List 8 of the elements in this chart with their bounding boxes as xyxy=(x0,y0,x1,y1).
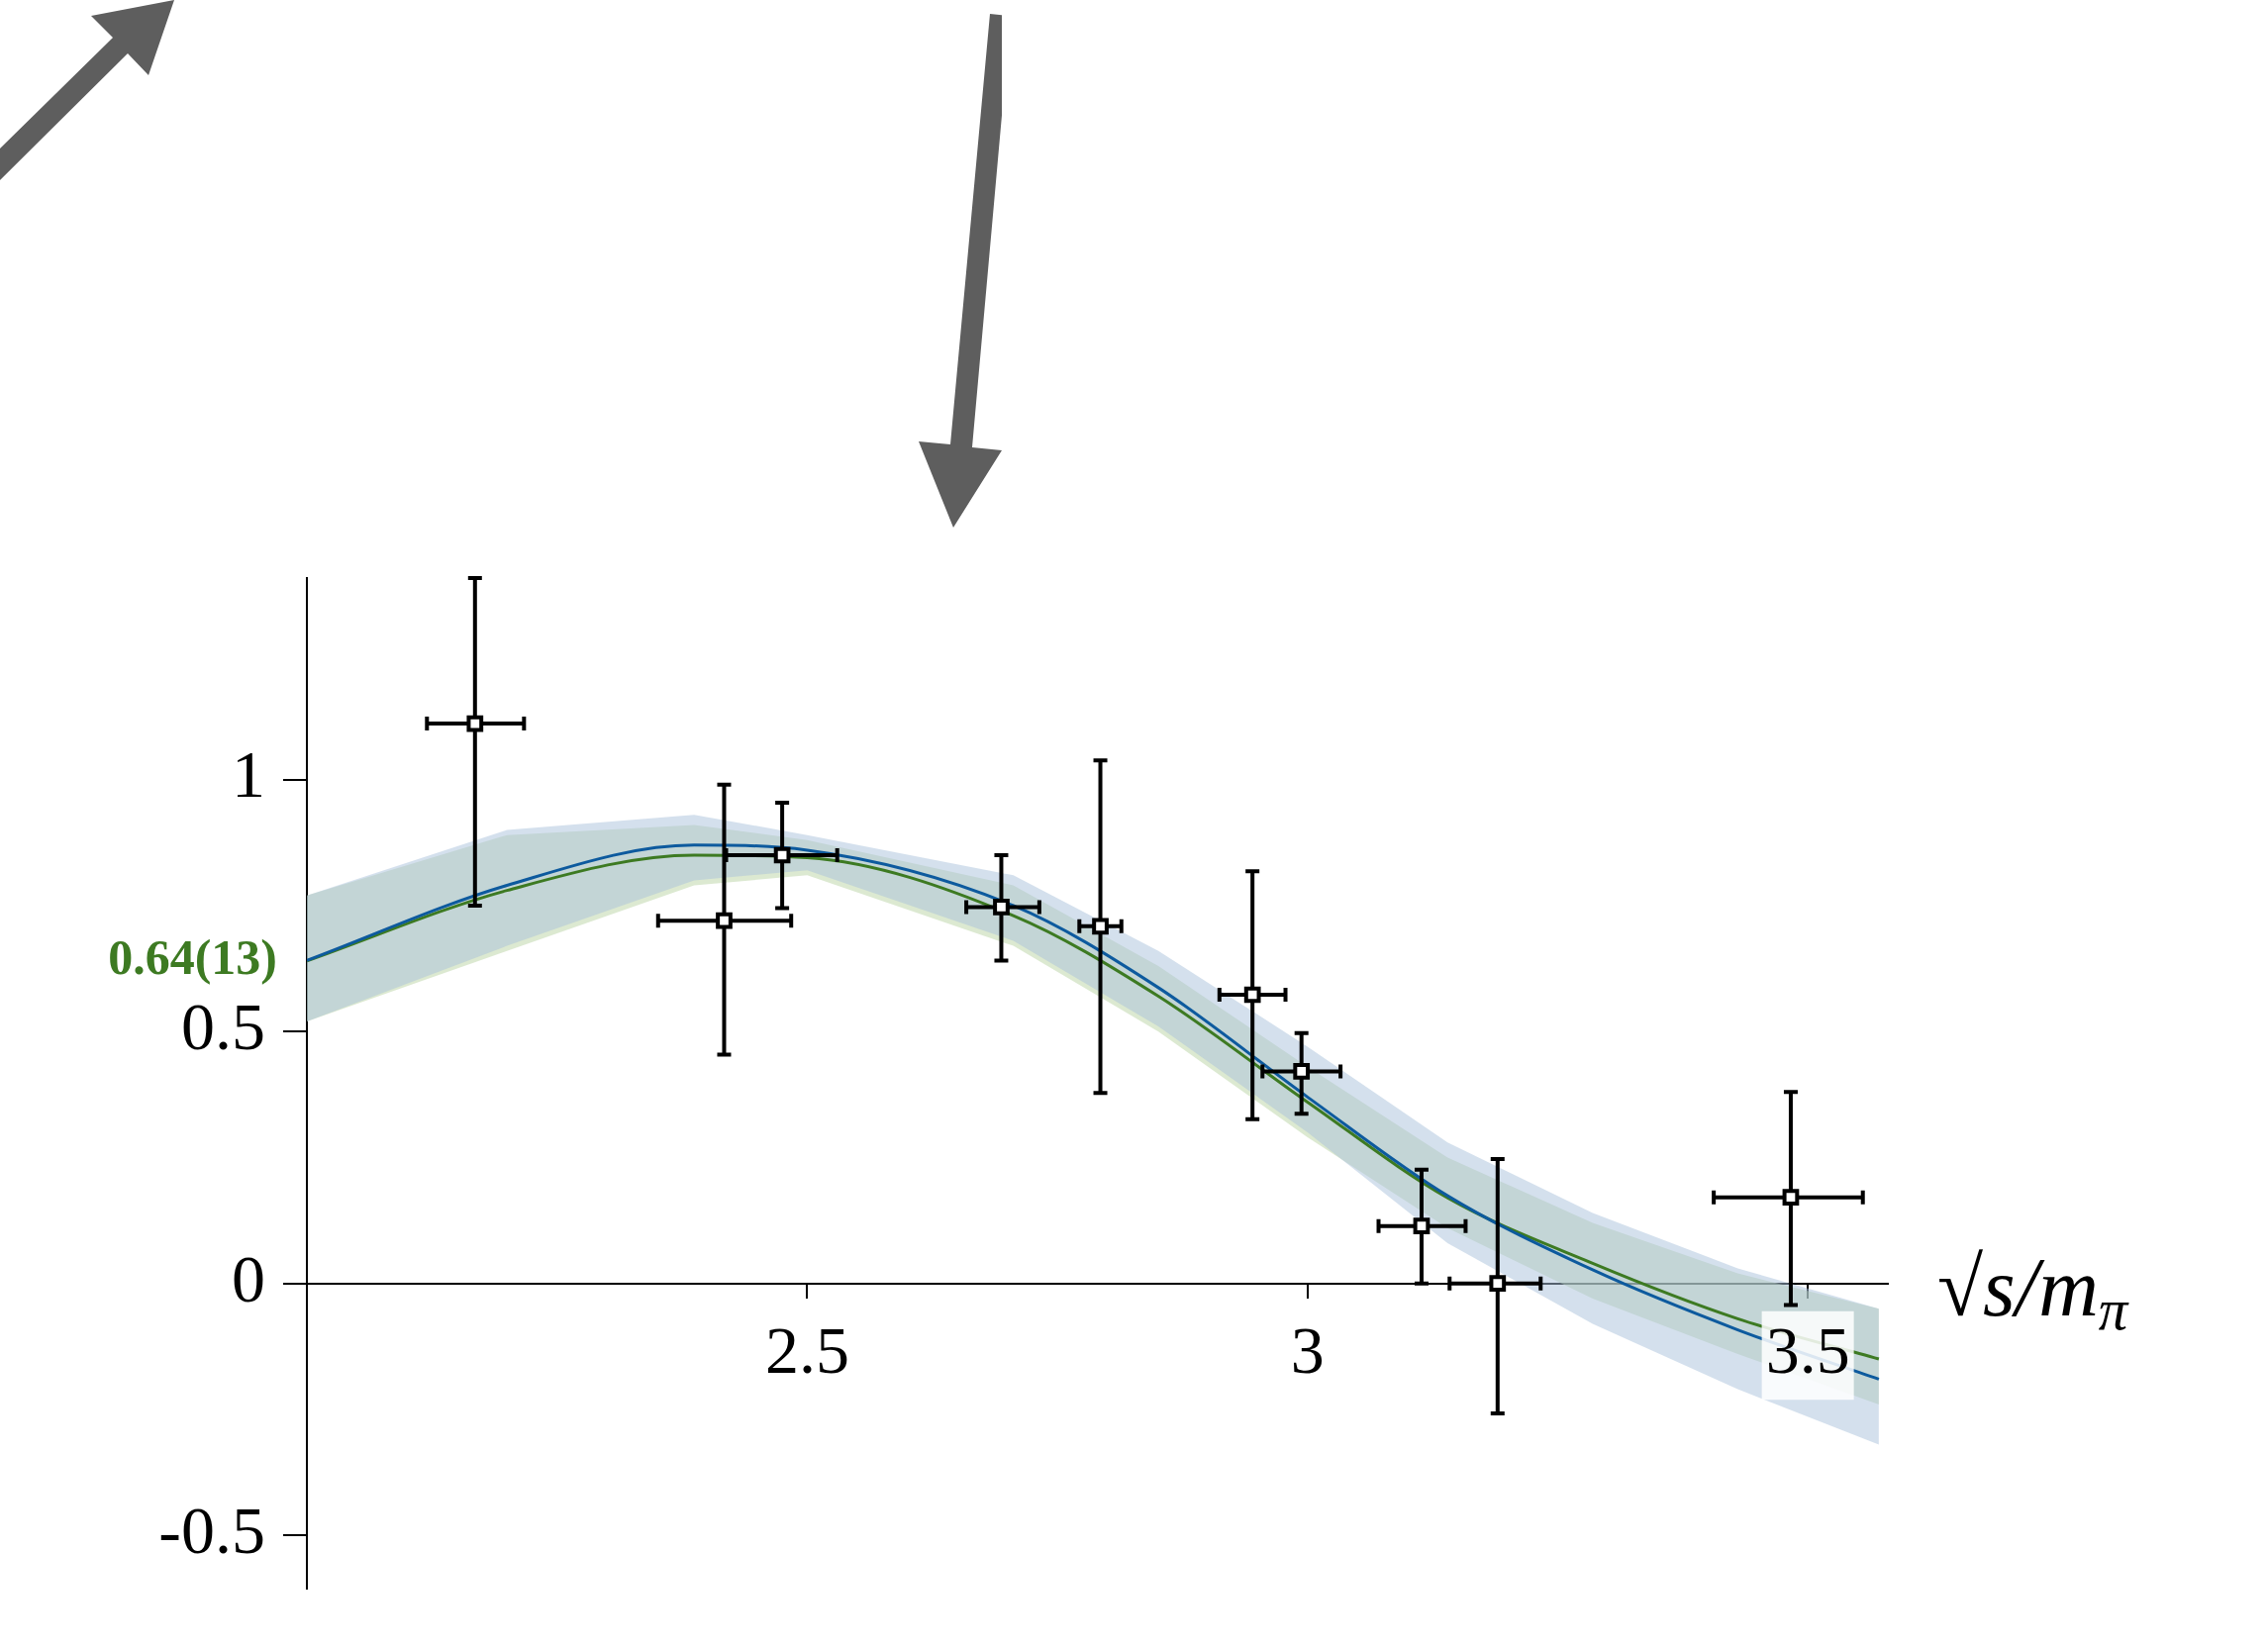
x-tick-label: 3.5 xyxy=(1765,1312,1850,1389)
y-tick-label: -0.5 xyxy=(158,1493,265,1569)
y-tick-label: 0 xyxy=(232,1240,265,1316)
x-tick-label: 2.5 xyxy=(764,1312,849,1389)
y-tick-label: 1 xyxy=(232,736,265,813)
annotation: 0.64(13) xyxy=(108,928,277,985)
y-tick-label: 0.5 xyxy=(181,989,265,1065)
x-tick-label: 3 xyxy=(1290,1312,1325,1389)
